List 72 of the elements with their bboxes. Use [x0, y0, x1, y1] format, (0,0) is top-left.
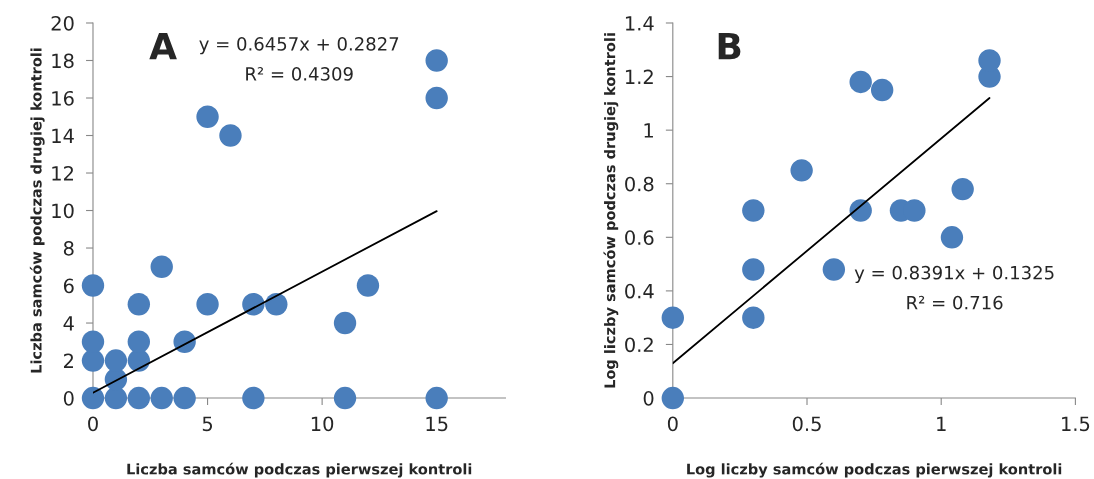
- point: [104, 349, 128, 372]
- x-tick-label: 10: [311, 416, 334, 432]
- point: [104, 386, 128, 410]
- point: [81, 274, 105, 297]
- annotation: B: [718, 32, 741, 60]
- y-tick-label: 0.2: [625, 337, 653, 353]
- y-tick-label: 6: [63, 278, 74, 294]
- point: [822, 258, 846, 281]
- y-tick-label: 0.6: [625, 230, 654, 245]
- point: [242, 386, 265, 410]
- point: [742, 306, 765, 329]
- y-tick-label: 1: [644, 123, 653, 138]
- point: [333, 386, 357, 410]
- point: [742, 258, 765, 281]
- point: [265, 293, 288, 316]
- y-tick-label: 8: [63, 240, 74, 256]
- x-tick-label: 0: [88, 416, 98, 432]
- y-tick-label: 18: [52, 53, 74, 69]
- point: [150, 255, 173, 278]
- point: [150, 386, 173, 410]
- y-axis-title: Liczba samców podczas drugiej kontroli: [29, 48, 45, 373]
- annotation: R² = 0.716: [907, 295, 1003, 310]
- x-tick-label: 1.5: [1062, 416, 1090, 432]
- y-tick-label: 16: [52, 90, 74, 106]
- y-tick-label: 4: [63, 316, 74, 331]
- y-tick-label: 1.4: [625, 16, 654, 31]
- annotation: A: [149, 32, 177, 60]
- y-tick-label: 20: [51, 15, 74, 31]
- x-tick-label: 0.5: [792, 416, 821, 432]
- y-axis-title: Log liczby samców podczas drugiej kontroli: [603, 33, 619, 388]
- point: [661, 386, 685, 410]
- point: [81, 349, 105, 372]
- x-tick-label: 1: [937, 416, 946, 431]
- y-tick-label: 0: [643, 391, 654, 406]
- y-tick-label: 0: [63, 391, 74, 406]
- point: [219, 124, 242, 147]
- point: [81, 330, 105, 353]
- point: [425, 49, 448, 72]
- point: [196, 105, 219, 128]
- x-tick-label: 5: [202, 416, 213, 432]
- point: [173, 386, 196, 410]
- point: [978, 49, 1001, 72]
- point: [81, 386, 105, 410]
- y-tick-label: 0.8: [625, 176, 654, 192]
- point: [127, 330, 151, 353]
- point: [127, 386, 151, 410]
- y-tick-label: 12: [52, 165, 73, 181]
- point: [849, 70, 872, 94]
- point: [333, 311, 357, 335]
- point: [196, 293, 219, 316]
- x-tick-label: 15: [426, 416, 448, 432]
- annotation: y = 0.8391x + 0.1325: [854, 265, 1054, 284]
- y-tick-label: 14: [52, 128, 74, 143]
- x-axis-title: Liczba samców podczas pierwszej kontroli: [127, 462, 472, 478]
- point: [425, 386, 448, 410]
- y-tick-label: 2: [63, 353, 73, 368]
- x-tick-label: 0: [667, 416, 678, 432]
- y-tick-label: 0.4: [625, 283, 654, 299]
- point: [742, 199, 765, 222]
- x-axis-title: Log liczby samców podczas pierwszej kontroli: [687, 462, 1062, 478]
- point: [127, 293, 151, 316]
- annotation: y = 0.6457x + 0.2827: [199, 37, 399, 55]
- point: [790, 159, 813, 182]
- point: [425, 86, 448, 110]
- point: [870, 78, 894, 102]
- point: [940, 226, 964, 249]
- point: [951, 177, 974, 201]
- y-tick-label: 1.2: [625, 69, 653, 84]
- point: [356, 274, 380, 297]
- point: [661, 306, 685, 329]
- y-tick-label: 10: [52, 203, 74, 219]
- annotation: R² = 0.4309: [246, 67, 353, 81]
